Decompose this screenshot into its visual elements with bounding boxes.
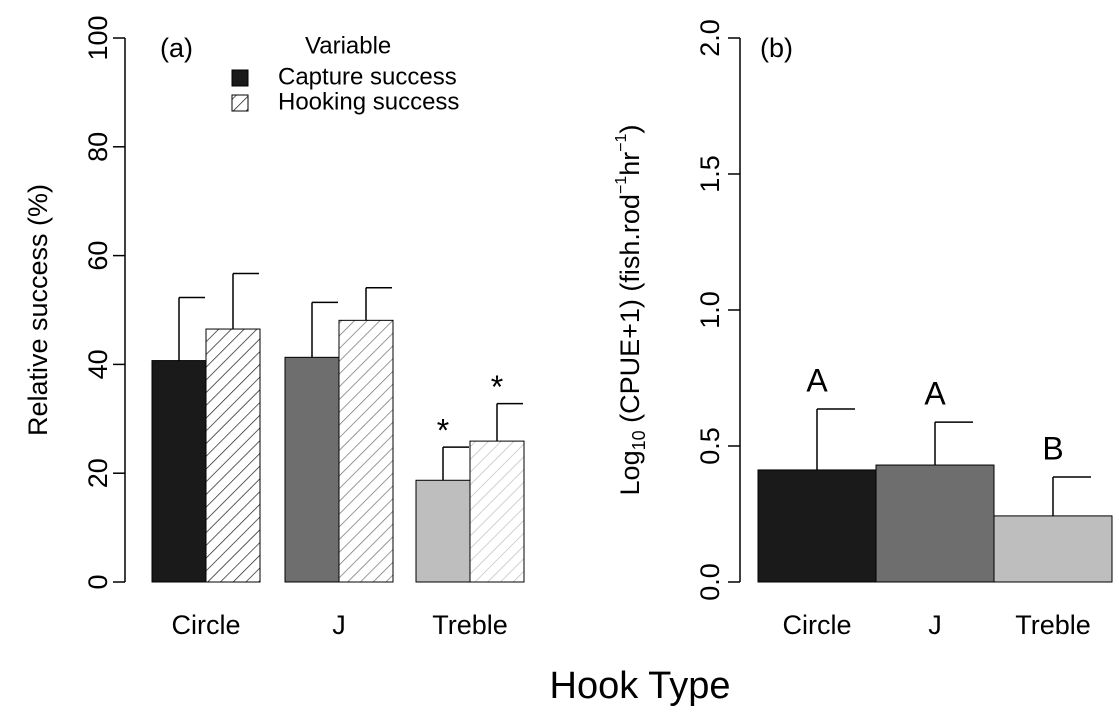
panel-label: (a) bbox=[160, 33, 193, 63]
bar-annotation: A bbox=[924, 376, 946, 412]
x-tick-label: Circle bbox=[171, 610, 240, 640]
bar bbox=[469, 440, 525, 583]
y-tick-label: 1.5 bbox=[695, 155, 725, 193]
y-axis-label-part: −1 bbox=[613, 133, 630, 151]
y-axis-label: Log10 (CPUE+1) (fish.rod−1hr−1) bbox=[613, 125, 649, 496]
legend-title: Variable bbox=[305, 32, 391, 59]
y-tick-label: 20 bbox=[83, 458, 113, 488]
legend-label: Capture success bbox=[278, 63, 457, 90]
bar bbox=[757, 469, 877, 583]
x-axis-label: Hook Type bbox=[550, 665, 731, 707]
legend-swatch bbox=[231, 94, 249, 112]
x-tick-label: Treble bbox=[432, 610, 508, 640]
legend-label: Hooking success bbox=[278, 88, 459, 115]
y-tick-label: 100 bbox=[83, 15, 113, 60]
bar bbox=[993, 515, 1113, 583]
y-axis-label-part: hr bbox=[615, 152, 645, 176]
y-tick-label: 80 bbox=[83, 132, 113, 162]
y-axis-label-part: (CPUE+1) (fish.rod bbox=[615, 194, 645, 430]
y-tick-label: 0.5 bbox=[695, 427, 725, 465]
bar bbox=[205, 328, 261, 583]
y-axis-label-part: Log bbox=[615, 450, 645, 495]
bar bbox=[151, 360, 207, 583]
x-tick-label: J bbox=[332, 610, 346, 640]
y-axis-label-part: 10 bbox=[629, 430, 649, 450]
bar-annotation: B bbox=[1042, 430, 1063, 466]
bar-annotation: * bbox=[437, 413, 449, 449]
y-tick-label: 1.0 bbox=[695, 291, 725, 329]
y-tick-label: 0.0 bbox=[695, 563, 725, 601]
y-tick-label: 0 bbox=[83, 574, 113, 589]
bar bbox=[415, 479, 471, 583]
x-tick-label: Circle bbox=[782, 610, 851, 640]
panel-label: (b) bbox=[760, 33, 793, 63]
bar bbox=[875, 464, 995, 583]
y-axis-label-part: ) bbox=[615, 125, 645, 134]
bar-annotation: * bbox=[491, 369, 503, 405]
bar bbox=[338, 319, 394, 583]
x-tick-label: J bbox=[928, 610, 942, 640]
bar-annotation: A bbox=[806, 362, 828, 398]
legend-swatch bbox=[231, 69, 249, 87]
bar bbox=[284, 356, 340, 583]
x-tick-label: Treble bbox=[1015, 610, 1091, 640]
y-axis-label: Relative success (%) bbox=[23, 184, 53, 436]
y-tick-label: 2.0 bbox=[695, 19, 725, 57]
y-tick-label: 40 bbox=[83, 349, 113, 379]
y-axis-label-part: −1 bbox=[613, 176, 630, 194]
y-tick-label: 60 bbox=[83, 241, 113, 271]
